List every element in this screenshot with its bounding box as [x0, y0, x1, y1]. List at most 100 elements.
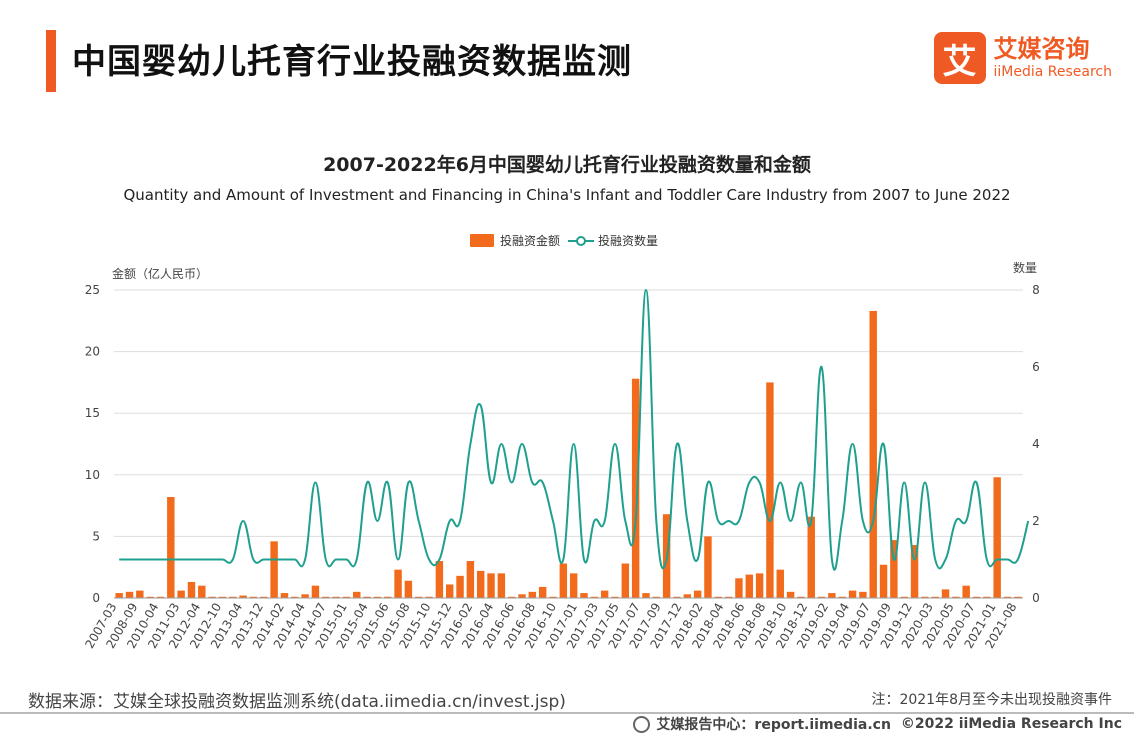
- amount-bar: [900, 596, 908, 598]
- amount-bar: [249, 596, 258, 598]
- legend-line-marker: [576, 236, 586, 246]
- amount-bar: [693, 590, 702, 598]
- y-left-axis-title: 金额（亿人民币）: [112, 266, 208, 281]
- amount-bar: [538, 586, 547, 598]
- y-right-tick-label: 6: [1032, 360, 1040, 374]
- amount-bar: [590, 596, 599, 598]
- amount-bar: [177, 590, 185, 598]
- amount-bar: [208, 596, 216, 598]
- amount-bar: [569, 573, 578, 598]
- amount-bar: [735, 578, 743, 598]
- amount-bar: [983, 596, 991, 598]
- y-right-tick-label: 8: [1032, 283, 1040, 297]
- amount-bar: [280, 593, 289, 598]
- amount-bar: [724, 596, 733, 598]
- amount-bar: [704, 536, 712, 598]
- amount-bar: [631, 378, 640, 598]
- amount-bar: [559, 563, 568, 598]
- amount-bar: [425, 596, 433, 598]
- chart-title: 2007-2022年6月中国婴幼儿托育行业投融资数量和金额: [323, 154, 811, 176]
- amount-bar: [745, 574, 753, 598]
- amount-bar: [487, 573, 495, 598]
- amount-bar: [332, 596, 340, 598]
- footer-bar: 艾媒报告中心：report.iimedia.cn ©2022 iiMedia R…: [633, 714, 1122, 734]
- legend-label-amount: 投融资金额: [500, 233, 560, 248]
- footer-divider: [0, 712, 1134, 714]
- y-left-tick-label: 15: [85, 406, 100, 420]
- amount-bar: [848, 590, 857, 598]
- amount-bar: [528, 591, 537, 598]
- amount-bar: [260, 596, 268, 598]
- amount-bar: [270, 541, 278, 598]
- amount-bar: [156, 596, 165, 598]
- amount-bar: [363, 596, 371, 598]
- amount-bar: [415, 596, 423, 598]
- amount-bar: [879, 564, 888, 598]
- amount-bar: [714, 596, 722, 598]
- amount-bar: [507, 596, 516, 598]
- report-center-link[interactable]: 艾媒报告中心：report.iimedia.cn: [656, 717, 891, 733]
- amount-bar: [291, 596, 299, 598]
- amount-bar: [311, 585, 320, 598]
- amount-bar: [921, 596, 929, 598]
- amount-bar: [786, 591, 795, 598]
- amount-bar: [218, 596, 227, 598]
- amount-bar: [125, 591, 134, 598]
- amount-bar: [322, 596, 330, 598]
- amount-bar: [229, 596, 237, 598]
- amount-bar: [1003, 596, 1012, 598]
- amount-bar: [301, 594, 309, 598]
- y-left-tick-label: 10: [85, 468, 100, 482]
- amount-bar: [384, 596, 392, 598]
- amount-bar: [187, 581, 196, 598]
- amount-bar: [373, 596, 382, 598]
- amount-bar: [952, 596, 960, 598]
- amount-bar: [435, 561, 444, 598]
- amount-bar: [931, 596, 939, 598]
- legend-bar-swatch: [470, 234, 494, 247]
- amount-bar: [136, 590, 144, 598]
- amount-bar: [518, 594, 526, 598]
- amount-bar: [652, 596, 661, 598]
- amount-bar: [869, 310, 877, 598]
- amount-bar: [342, 596, 351, 598]
- y-right-tick-label: 0: [1032, 591, 1040, 605]
- amount-bar: [600, 590, 609, 598]
- brand-name-cn: 艾媒咨询: [993, 35, 1090, 63]
- amount-bar: [890, 540, 898, 598]
- amount-bar: [476, 570, 485, 598]
- y-left-tick-label: 0: [92, 591, 100, 605]
- amount-bar: [239, 595, 247, 598]
- amount-bar: [146, 596, 154, 598]
- chart-subtitle: Quantity and Amount of Investment and Fi…: [123, 186, 1011, 204]
- amount-bar: [807, 516, 815, 598]
- footnote: 注：2021年8月至今未出现投融资事件: [871, 692, 1112, 708]
- amount-bar: [993, 477, 1001, 598]
- amount-bar: [838, 596, 846, 598]
- brand-logo: 艾 艾媒咨询 iiMedia Research: [933, 32, 1113, 84]
- amount-bar: [394, 569, 402, 598]
- amount-bar: [456, 575, 464, 598]
- amount-bar: [580, 593, 588, 598]
- brand-mark: 艾: [933, 32, 986, 84]
- y-right-tick-label: 4: [1032, 437, 1040, 451]
- amount-bar: [962, 585, 970, 598]
- amount-bar: [404, 580, 413, 598]
- legend-label-count: 投融资数量: [598, 233, 658, 248]
- amount-bar: [115, 593, 123, 598]
- amount-bar: [972, 596, 981, 598]
- amount-bar: [167, 496, 175, 598]
- amount-bar: [673, 596, 681, 598]
- amount-bar: [859, 591, 867, 598]
- amount-bar: [828, 593, 836, 598]
- y-left-tick-label: 25: [85, 283, 100, 297]
- amount-bar: [776, 569, 784, 598]
- amount-bar: [755, 573, 764, 598]
- amount-bar: [817, 596, 826, 598]
- amount-bar: [549, 596, 557, 598]
- amount-bar: [497, 573, 506, 598]
- brand-name-en: iiMedia Research: [993, 64, 1113, 80]
- amount-bar: [466, 561, 475, 598]
- y-right-tick-label: 2: [1032, 514, 1040, 528]
